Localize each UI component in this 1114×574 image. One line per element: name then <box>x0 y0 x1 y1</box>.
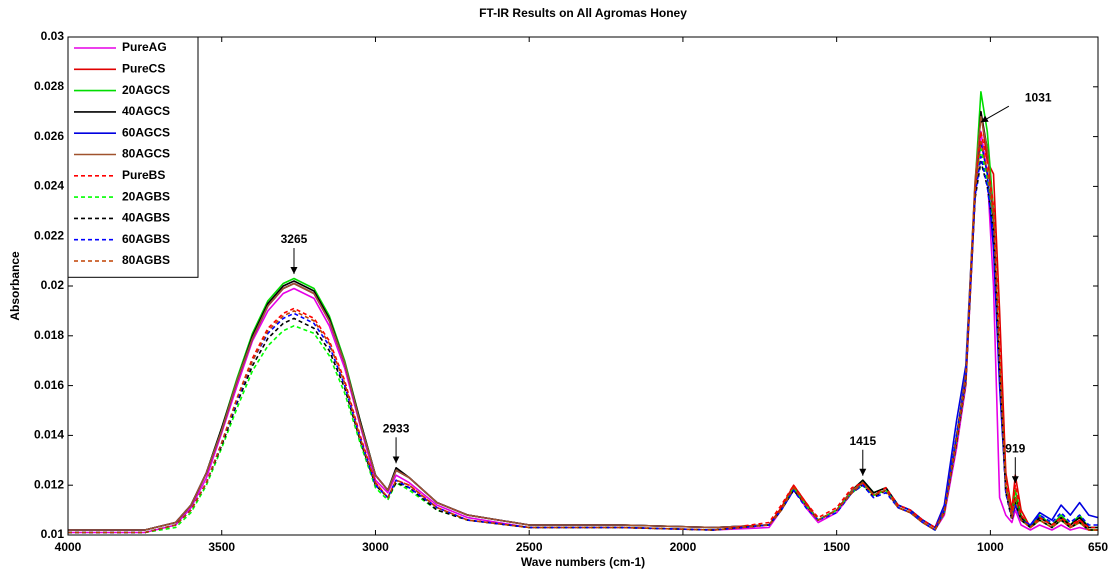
plot-frame <box>67 36 1099 536</box>
legend-label: PureAG <box>122 40 167 54</box>
legend-box <box>67 36 199 278</box>
annotation-label: 2933 <box>383 421 410 435</box>
y-tick-label: 0.026 <box>34 129 64 143</box>
legend-label: PureCS <box>122 61 165 75</box>
x-tick-label: 3000 <box>362 540 389 554</box>
legend-label: 20AGBS <box>122 189 170 203</box>
series-line <box>68 140 1098 534</box>
x-tick-label: 2000 <box>670 540 697 554</box>
annotation-label: 3265 <box>281 232 308 246</box>
annotation-label: 1031 <box>1025 90 1052 104</box>
series-line <box>68 130 1098 534</box>
x-tick-label: 1000 <box>977 540 1004 554</box>
legend-label: 60AGBS <box>122 232 170 246</box>
series-line <box>68 130 1098 534</box>
plot-area <box>68 37 1098 535</box>
x-tick-label: 3500 <box>208 540 235 554</box>
x-axis-label: Wave numbers (cm-1) <box>521 555 645 569</box>
annotation-label: 1415 <box>849 434 876 448</box>
x-tick-label: 650 <box>1088 540 1108 554</box>
y-tick-label: 0.024 <box>34 179 64 193</box>
y-tick-label: 0.028 <box>34 79 64 93</box>
y-tick-label: 0.014 <box>34 428 64 442</box>
y-tick-label: 0.02 <box>41 278 65 292</box>
legend-label: 80AGCS <box>122 147 170 161</box>
y-tick-label: 0.012 <box>34 477 64 491</box>
legend-label: 40AGBS <box>122 211 170 225</box>
y-tick-label: 0.01 <box>41 527 65 541</box>
x-tick-label: 4000 <box>55 540 82 554</box>
chart-title: FT-IR Results on All Agromas Honey <box>479 6 687 20</box>
legend-label: 20AGCS <box>122 83 170 97</box>
legend-label: 80AGBS <box>122 253 170 267</box>
y-axis-label: Absorbance <box>8 251 22 321</box>
annotation-label: 919 <box>1005 441 1025 455</box>
x-tick-label: 1500 <box>823 540 850 554</box>
legend-label: 40AGCS <box>122 104 170 118</box>
legend-label: 60AGCS <box>122 125 170 139</box>
y-tick-label: 0.022 <box>34 228 64 242</box>
legend-label: PureBS <box>122 168 165 182</box>
x-tick-label: 2500 <box>516 540 543 554</box>
y-tick-label: 0.018 <box>34 328 64 342</box>
y-tick-label: 0.016 <box>34 378 64 392</box>
annotation-arrow <box>980 105 1010 123</box>
y-tick-label: 0.03 <box>41 29 65 43</box>
